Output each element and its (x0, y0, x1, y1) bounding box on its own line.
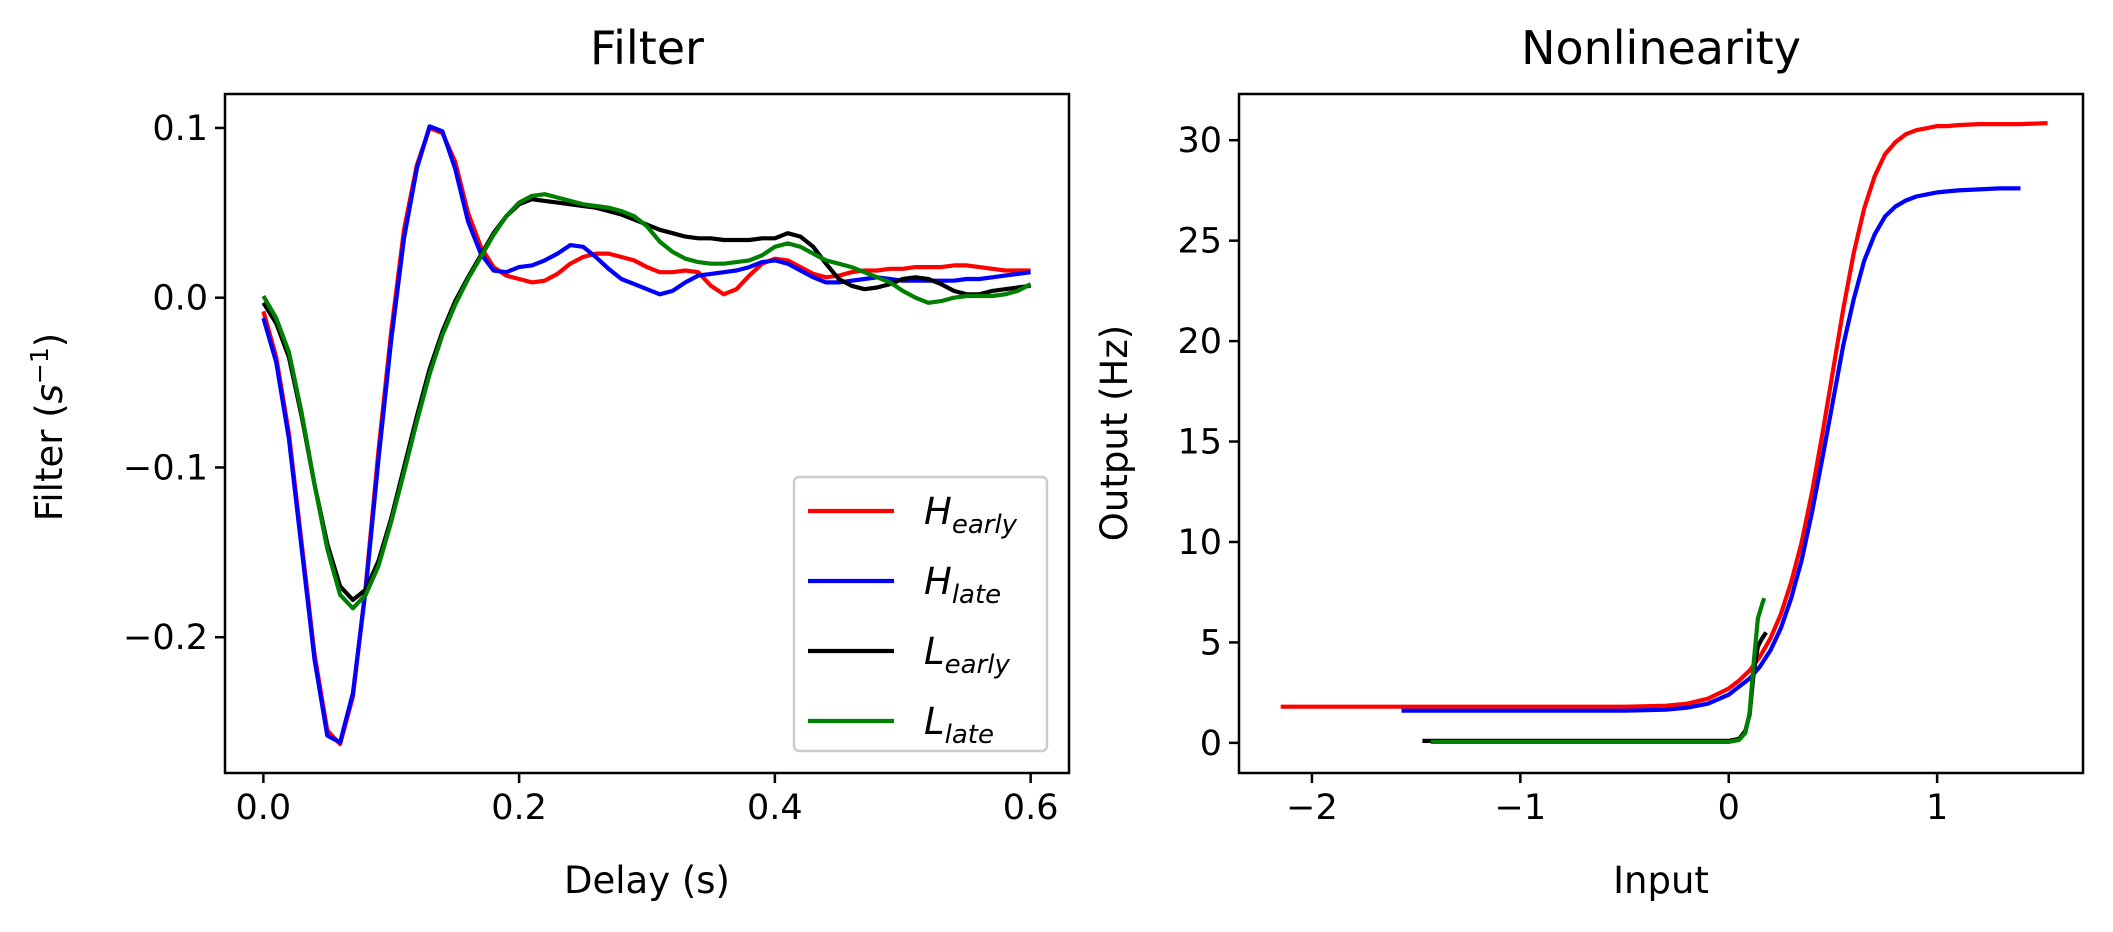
nonlinearity-xtick-label: 1 (1926, 788, 1948, 828)
legend-label-main: L (924, 700, 945, 743)
legend-label-h-late: Hlate (924, 560, 1001, 610)
filter-ytick-label: 0.1 (152, 109, 208, 149)
nonlinearity-series-l-late (1430, 597, 1767, 745)
nonlinearity-ytick-label: 30 (1177, 121, 1222, 161)
nonlinearity-ylabel: Output (Hz) (1093, 325, 1136, 541)
nonlinearity-ytick-label: 25 (1177, 222, 1222, 262)
nonlinearity-ytick-label: 10 (1177, 523, 1222, 563)
legend-label-main: H (924, 560, 952, 603)
nonlinearity-plot-frame (1237, 92, 2085, 775)
nonlinearity-xtick-label: −1 (1495, 788, 1547, 828)
filter-series-l-late (261, 192, 1032, 611)
filter-xtick-label: 0.2 (491, 788, 547, 828)
filter-ylabel-text: Filter ( (28, 403, 71, 521)
nonlinearity-xtick-label: 0 (1718, 788, 1740, 828)
filter-ylabel-math: s (28, 384, 71, 403)
legend-frame (792, 475, 1049, 753)
nonlinearity-panel: Nonlinearity Input Output (Hz) −2 −1 0 1051… (1093, 21, 2085, 902)
nonlinearity-xlabel: Input (1613, 859, 1709, 902)
filter-ytick-label: −0.2 (123, 618, 208, 658)
legend-label-sub: late (952, 580, 1001, 610)
nonlinearity-series-h-late (1401, 186, 2021, 713)
filter-ylabel: Filter (s−1) (25, 333, 71, 521)
legend-label-main: L (924, 630, 945, 673)
nonlinearity-series-h-early (1280, 121, 2048, 709)
filter-ylabel-close: ) (28, 333, 71, 347)
filter-ytick-label: 0.0 (152, 279, 208, 319)
filter-panel: Filter Delay (s) Filter (s−1) 0.0 0.2 0.4 0… (25, 21, 1071, 902)
legend-label-l-late: Llate (924, 700, 994, 750)
nonlinearity-ytick-label: 20 (1177, 322, 1222, 362)
nonlinearity-ytick-label: 0 (1200, 724, 1222, 764)
nonlinearity-xtick-label: −2 (1286, 788, 1338, 828)
legend-label-sub: late (945, 720, 994, 750)
filter-xlabel: Delay (s) (564, 859, 730, 902)
filter-ylabel-sup: −1 (25, 347, 54, 384)
filter-title: Filter (590, 21, 704, 75)
filter-ytick-label: −0.1 (123, 448, 208, 488)
filter-xtick-label: 0.0 (236, 788, 292, 828)
nonlinearity-title: Nonlinearity (1521, 21, 1801, 75)
nonlinearity-ytick-label: 5 (1200, 623, 1222, 663)
nonlinearity-ytick-label: 15 (1177, 423, 1222, 463)
filter-plot-frame (223, 92, 1071, 775)
legend-label-sub: early (952, 510, 1018, 540)
filter-xtick-label: 0.6 (1003, 788, 1059, 828)
legend-label-main: H (924, 490, 952, 533)
legend-label-sub: early (945, 650, 1011, 680)
legend-label-l-early: Learly (924, 630, 1010, 680)
filter-xtick-label: 0.4 (747, 788, 803, 828)
legend-label-h-early: Hearly (924, 490, 1018, 540)
